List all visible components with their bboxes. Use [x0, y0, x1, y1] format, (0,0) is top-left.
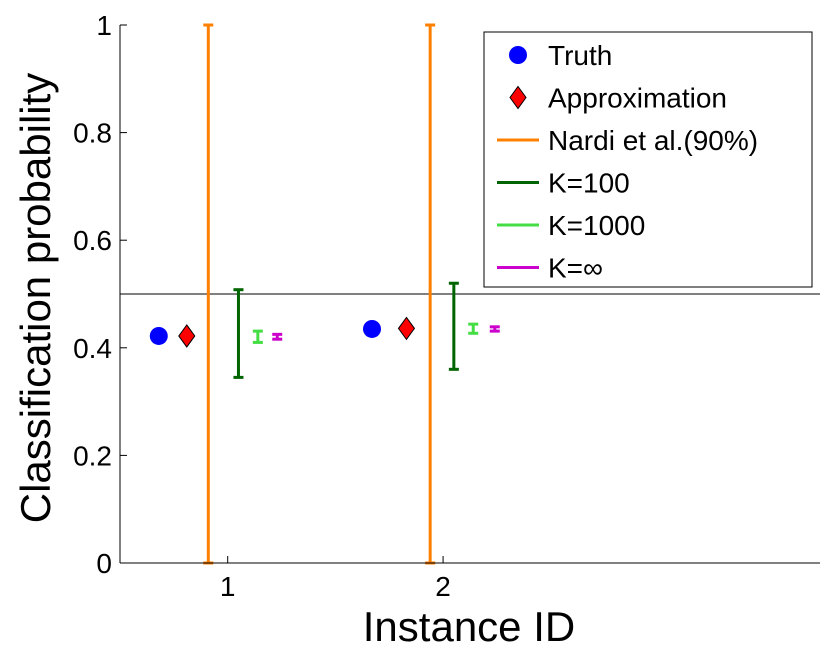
approximation-point [178, 324, 196, 348]
legend-label: K=1000 [548, 210, 645, 241]
truth-point [363, 319, 381, 338]
truth-point [149, 326, 168, 345]
error-bar [468, 322, 479, 335]
legend-label: K=∞ [548, 253, 603, 284]
legend-box [483, 31, 813, 288]
y-tick-label: 0.4 [73, 333, 112, 364]
x-tick-label: 1 [220, 571, 236, 602]
x-axis-title: Instance ID [363, 603, 575, 650]
y-axis-title: Classification probability [12, 73, 59, 524]
legend-label: K=100 [548, 168, 630, 199]
approximation-point [397, 316, 416, 341]
y-tick-label: 0.2 [73, 440, 112, 471]
error-bar [489, 325, 500, 333]
x-tick-label: 2 [435, 571, 451, 602]
y-tick-label: 0.8 [73, 118, 112, 149]
legend-label: Approximation [548, 83, 727, 114]
error-bar [448, 281, 459, 371]
error-bar [272, 332, 283, 341]
error-bar [252, 329, 263, 344]
y-tick-label: 0 [96, 548, 112, 579]
legend: Truth Approximation Nardi et al.(90%) K=100… [483, 31, 813, 288]
legend-label: Nardi et al.(90%) [548, 125, 758, 156]
legend-swatch-approximation [509, 85, 527, 110]
error-bar [233, 288, 244, 379]
axes: 0 0.2 0.4 0.6 0.8 1 1 2 [73, 10, 820, 602]
y-tick-label: 0.6 [73, 225, 112, 256]
y-tick-label: 1 [96, 10, 112, 41]
legend-swatch-truth [509, 46, 527, 64]
legend-label: Truth [548, 40, 612, 71]
